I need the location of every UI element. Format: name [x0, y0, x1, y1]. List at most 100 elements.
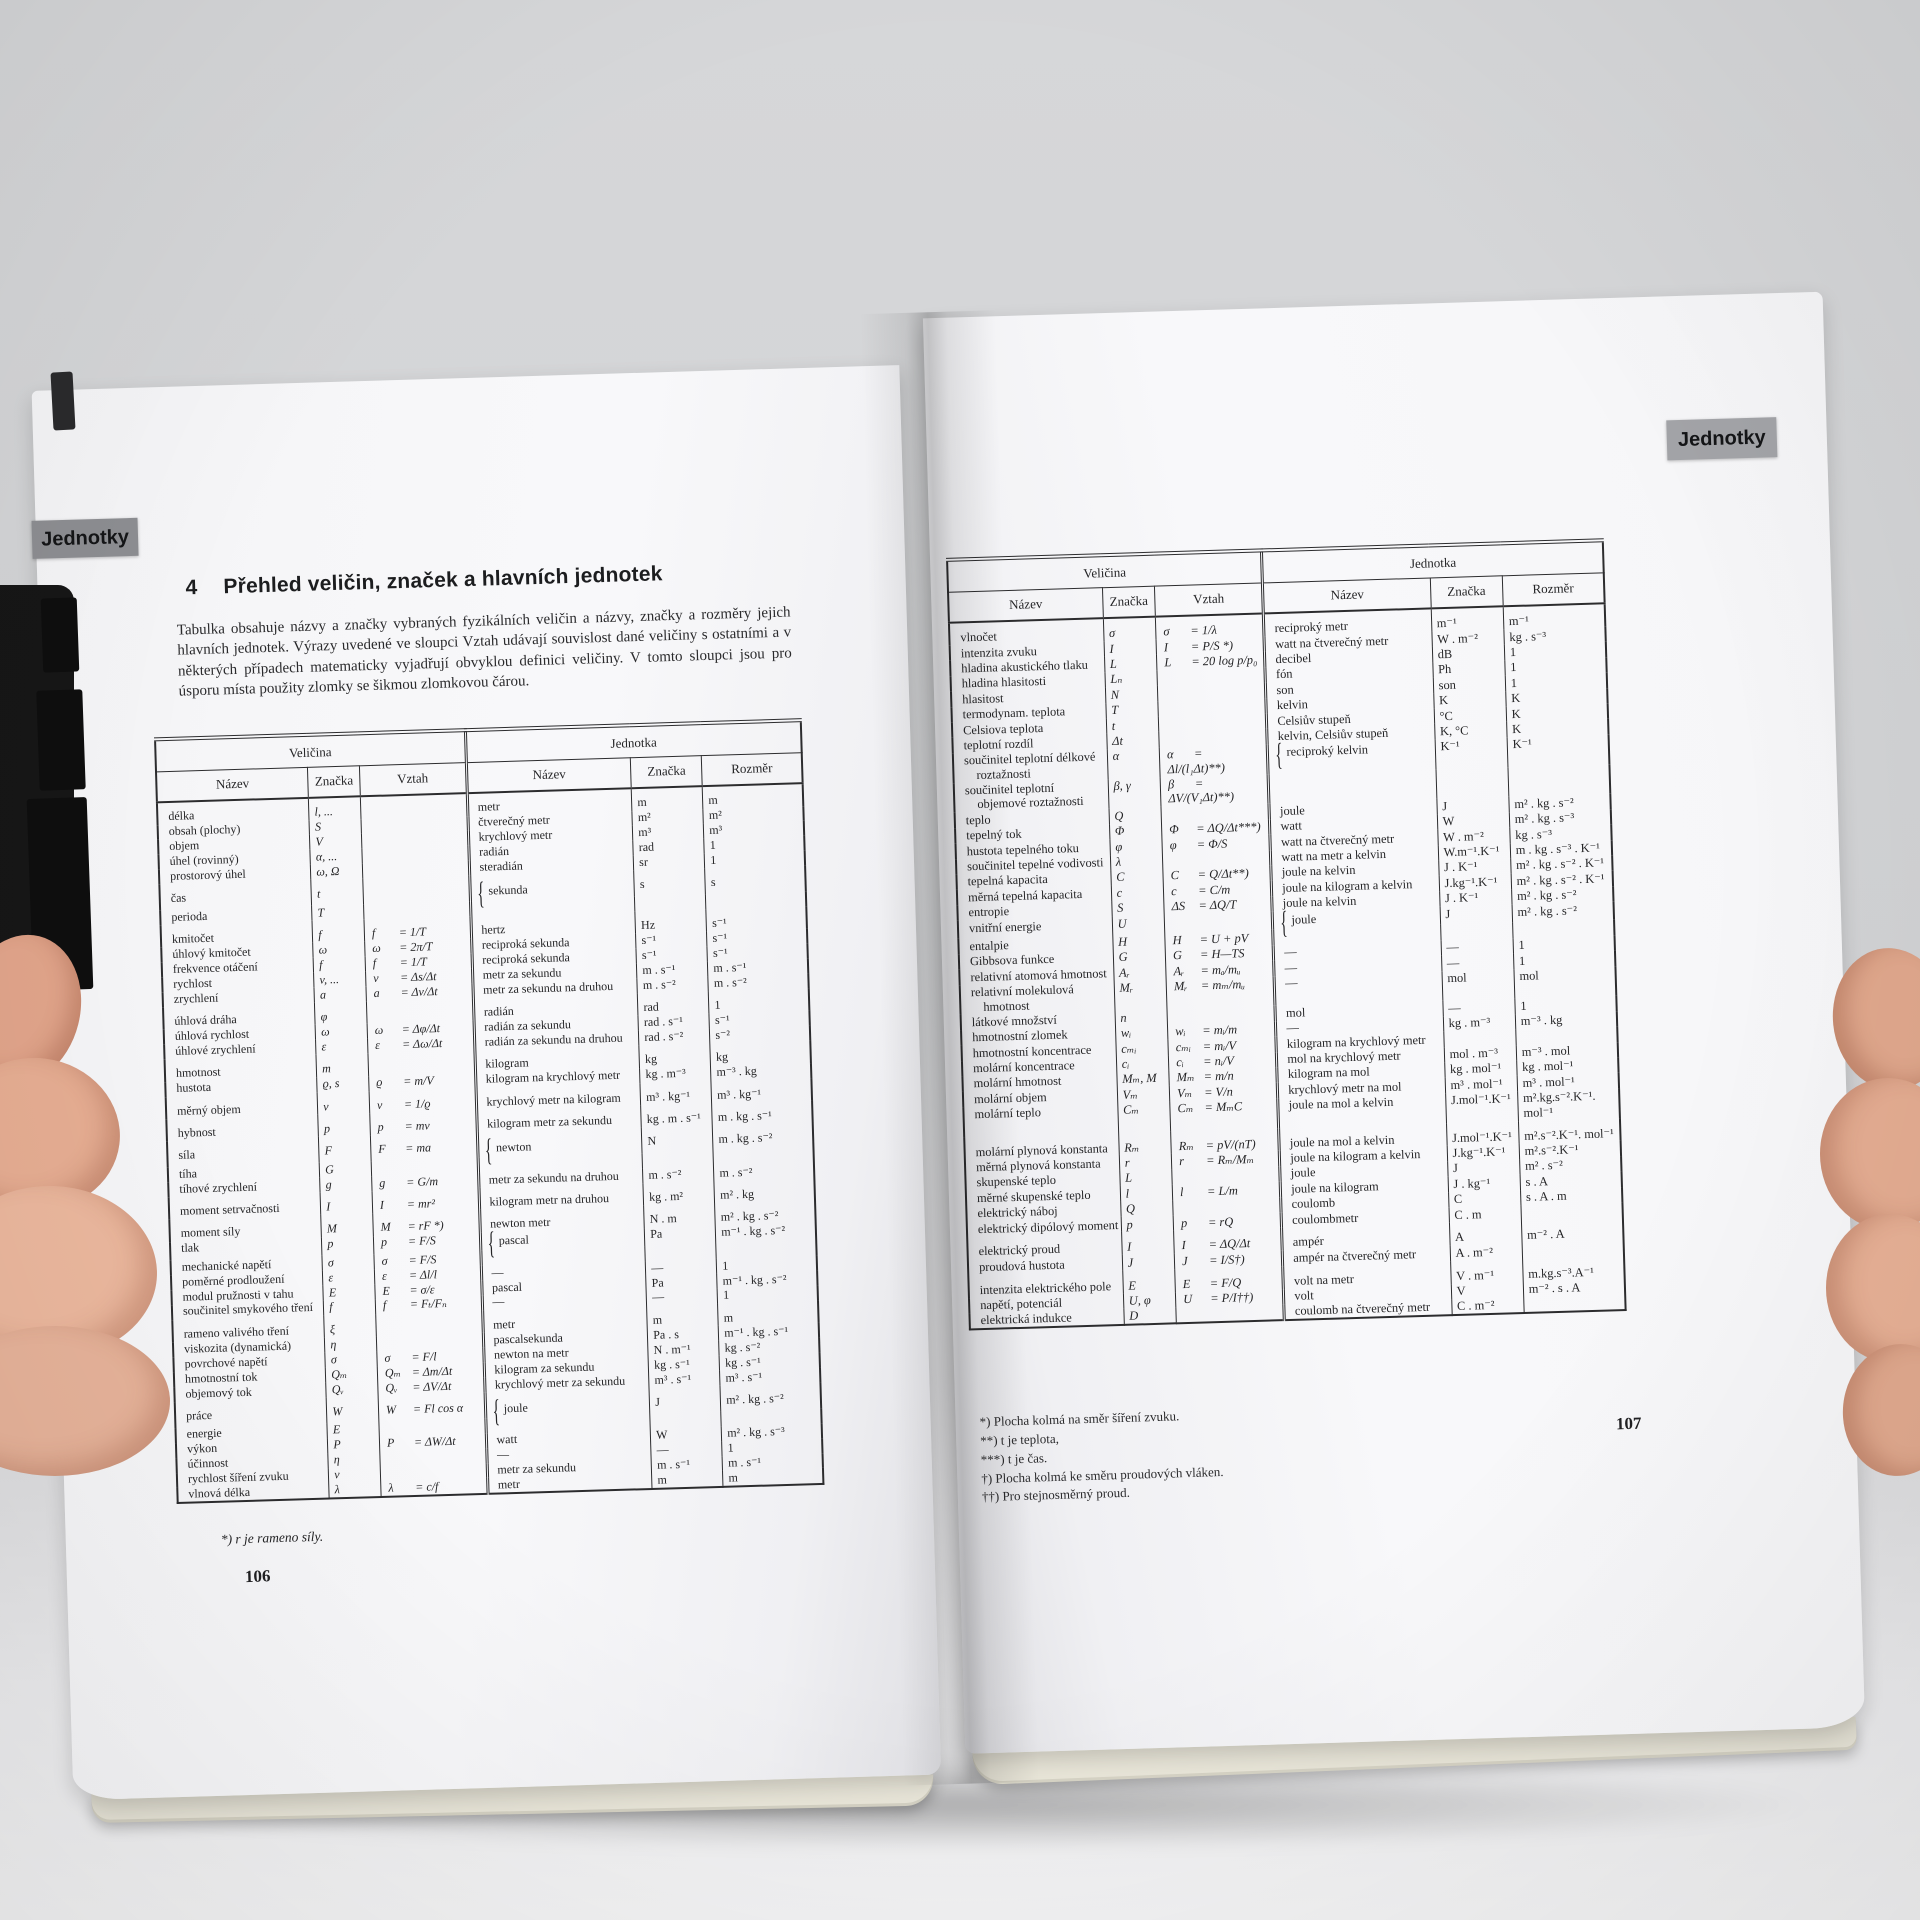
cell: rad: [637, 991, 710, 1016]
cell: A: [1449, 1220, 1522, 1246]
cell: σ: [325, 1351, 378, 1368]
cell: m: [631, 786, 704, 811]
cell: G: [319, 1161, 372, 1178]
column-header: Značka: [1429, 575, 1503, 609]
quantities-table-left: Veličina Jednotka Název Značka Vztah Název Zna…: [153, 718, 825, 1505]
cell: H: [1112, 932, 1166, 950]
cell: T: [1105, 701, 1159, 719]
cell: M: [321, 1213, 374, 1238]
column-header: Značka: [1102, 586, 1156, 619]
cell: C . m⁻²: [1451, 1296, 1524, 1316]
cell: Cₘ: [1117, 1101, 1171, 1133]
intro-paragraph: Tabulka obsahuje názvy a značky vybranýc…: [176, 604, 793, 700]
cell: ϱ, s: [316, 1075, 370, 1093]
cell: V . m⁻¹: [1450, 1258, 1524, 1284]
cell: Aᵣ: [1113, 963, 1167, 981]
cell: E: [1122, 1269, 1176, 1294]
quantities-table-right: Veličina Jednotka Název Značka Vztah Název Zna…: [946, 538, 1627, 1331]
right-hand-finger: [1820, 1078, 1920, 1230]
cell: ω, Ω: [310, 863, 363, 880]
cell: L: [1119, 1169, 1173, 1187]
cell: [1523, 1293, 1626, 1314]
column-header: Značka: [630, 755, 703, 789]
cell: m⁻² . A: [1521, 1217, 1624, 1244]
cell: T: [311, 904, 364, 921]
cell: cₘᵢ: [1115, 1039, 1169, 1057]
cell: J.mol⁻¹.K⁻¹: [1445, 1090, 1519, 1123]
cell: vlnová délka: [188, 1484, 251, 1501]
cell: Rₘ = pV/(nT): [1170, 1127, 1280, 1154]
cell: s: [633, 868, 706, 897]
cell: f: [323, 1299, 376, 1316]
cell: Qₘ: [325, 1366, 378, 1383]
cell: K⁻¹: [1506, 734, 1610, 767]
cell: mol: [1513, 965, 1617, 999]
cell: s⁻¹: [706, 906, 807, 932]
cell: E: [323, 1284, 376, 1301]
cell: Mᵣ: [1113, 979, 1168, 1011]
margin-tab-label: Jednotky: [1677, 425, 1767, 451]
cell: J: [1121, 1253, 1175, 1271]
cell: Vₘ: [1116, 1085, 1170, 1103]
column-header: Rozměr: [1502, 572, 1605, 607]
cell: Cₘ = MₘC: [1169, 1097, 1279, 1131]
cell: kg . m . s⁻¹: [640, 1102, 713, 1128]
cell: φ: [314, 1001, 368, 1026]
cell: m² . kg: [714, 1178, 816, 1204]
cell: Mₘ, M: [1116, 1070, 1170, 1088]
cell: η: [328, 1451, 381, 1469]
cell: F = ma: [370, 1132, 478, 1162]
cell: kg . m²: [643, 1181, 715, 1206]
cell: s: [704, 865, 806, 895]
right-page: Jednotky Veličina Jednotka Název Značka Vzta…: [922, 291, 1866, 1754]
cell: kg: [639, 1043, 711, 1068]
cell: m: [717, 1300, 819, 1327]
cell: N . m: [643, 1203, 716, 1228]
brace-glyph: {: [492, 1395, 501, 1430]
cell: Lₙ: [1104, 670, 1158, 688]
cell: K⁻¹: [1434, 737, 1508, 769]
cell: β = ΔV/(V₁Δt)**): [1160, 773, 1270, 807]
cell: [1175, 1304, 1285, 1324]
right-hand-finger: [1826, 1214, 1920, 1362]
cell: m² . kg . s⁻²: [714, 1200, 816, 1226]
cell: Mᵣ = mₘ/mᵤ: [1166, 975, 1276, 1009]
cell: cᵢ: [1116, 1055, 1169, 1072]
cell: N: [641, 1125, 714, 1154]
cell: I: [1103, 639, 1157, 657]
cell: f = 1/T: [363, 916, 472, 942]
cell: E: [327, 1421, 380, 1439]
cell: Pa: [644, 1225, 717, 1247]
cell: m . kg . s⁻²: [712, 1122, 814, 1152]
brace-glyph: {: [484, 1135, 493, 1170]
cell: [360, 793, 468, 819]
cell: molární teplo: [974, 1105, 1042, 1122]
right-footnotes: *) Plocha kolmá na směr šíření zvuku. **)…: [979, 1399, 1452, 1507]
cell: m: [316, 1053, 369, 1078]
cell: kg: [710, 1040, 811, 1066]
cell: α: [1106, 747, 1161, 779]
cell: v: [328, 1466, 381, 1483]
cell: 1: [708, 988, 810, 1014]
cell: M = rF *): [372, 1210, 480, 1236]
cell: λ: [1110, 853, 1163, 870]
cell: m².kg.s⁻².K⁻¹. mol⁻¹: [1517, 1087, 1620, 1121]
cell: L: [1104, 655, 1158, 672]
cell: c: [1110, 883, 1164, 901]
cell: W: [326, 1395, 379, 1424]
cell: Q: [1108, 806, 1162, 824]
column-header: Značka: [307, 765, 361, 798]
cell: J: [1439, 904, 1513, 925]
section-heading: 4 Přehled veličin, značek a hlavních jedn…: [185, 562, 663, 600]
cell: W = Fl cos α: [378, 1392, 486, 1422]
margin-tab-jednotky-left: Jednotky: [31, 517, 139, 559]
cell: m . kg . s⁻¹: [711, 1099, 813, 1126]
units-table: Veličina Jednotka Název Značka Vztah Název Zna…: [153, 718, 825, 1505]
cell: Hz: [635, 909, 707, 934]
cell: I = ΔQ/Δt: [1173, 1227, 1283, 1254]
cell: p = mv: [369, 1109, 477, 1136]
page-number-left: 106: [244, 1566, 271, 1587]
cell: m.kg.s⁻³.A⁻¹: [1522, 1255, 1625, 1282]
cell: mol: [1441, 968, 1515, 1001]
